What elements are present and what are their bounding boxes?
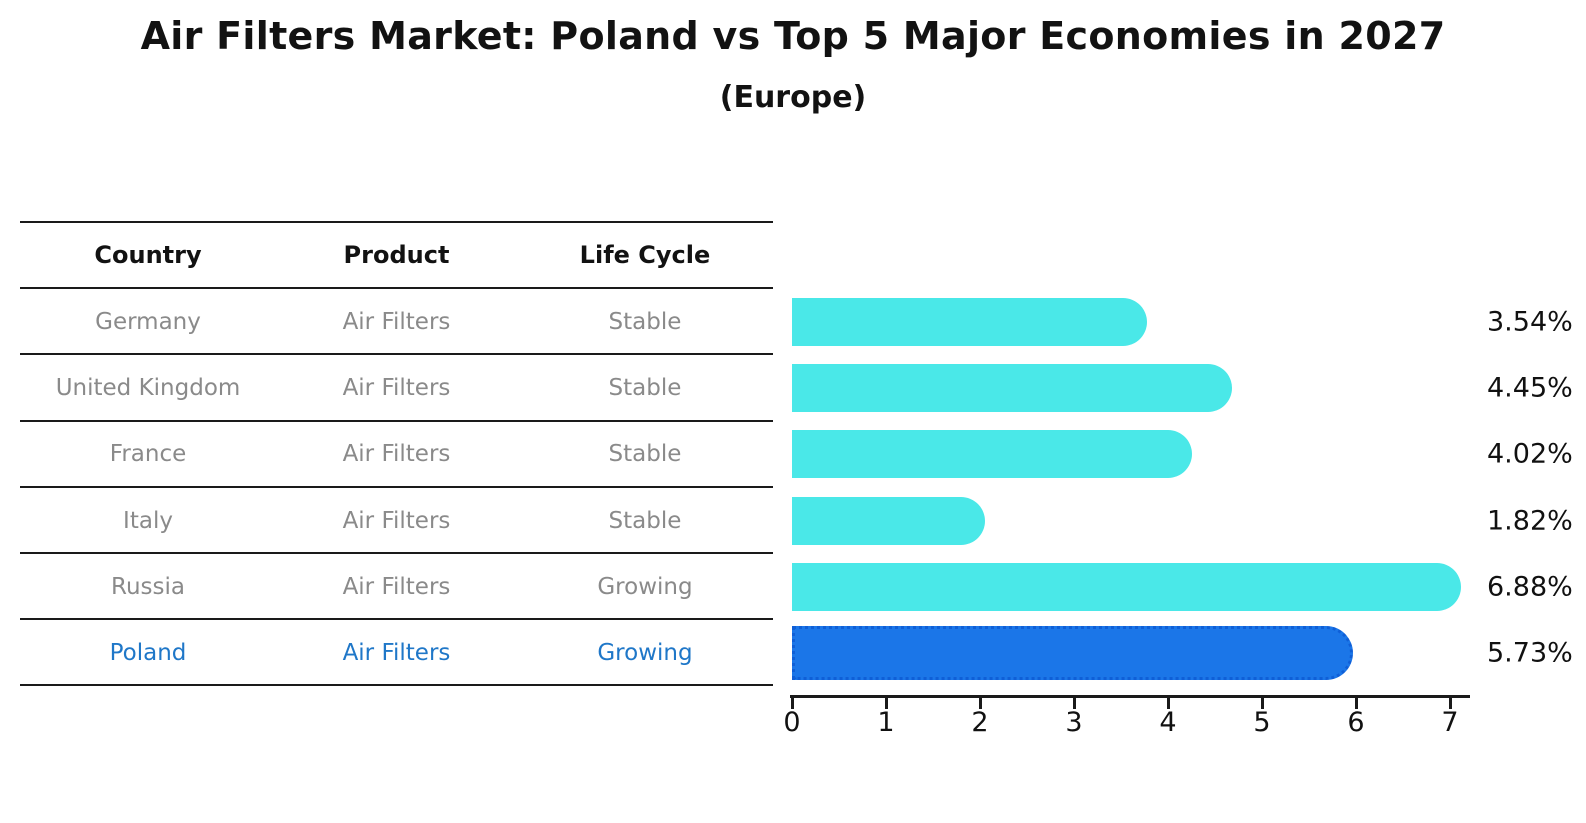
country-cell: Poland	[109, 640, 187, 666]
bar-row-italy: 1.82%	[792, 496, 1573, 545]
bar-united-kingdom	[792, 364, 1233, 413]
bar-row-poland: 5.73%	[792, 626, 1573, 680]
country-cell: Italy	[123, 507, 173, 534]
table-row-poland: Poland Air Filters Growing	[20, 620, 773, 686]
table-divider	[20, 287, 773, 290]
column-header-product: Product	[343, 241, 450, 269]
x-axis-line	[790, 695, 1470, 698]
table-divider	[20, 485, 773, 488]
table-row-france: France Air Filters Stable	[20, 421, 773, 487]
life-cycle-cell: Growing	[597, 573, 693, 600]
table-divider	[20, 221, 773, 223]
x-axis-tick-label: 3	[1065, 707, 1083, 738]
life-cycle-cell: Stable	[608, 507, 682, 534]
bar-value-label: 1.82%	[1487, 505, 1573, 537]
life-cycle-cell: Stable	[608, 375, 682, 402]
x-axis-tick-label: 6	[1347, 707, 1365, 738]
table-divider	[20, 618, 773, 621]
table-row-italy: Italy Air Filters Stable	[20, 488, 773, 554]
x-axis-tick-label: 0	[783, 707, 801, 738]
bar-germany	[792, 298, 1147, 346]
x-axis-tick-label: 2	[971, 707, 989, 738]
life-cycle-cell: Stable	[608, 441, 682, 468]
life-cycle-cell: Growing	[597, 640, 693, 666]
bar-russia	[792, 562, 1461, 611]
table-row-germany: Germany Air Filters Stable	[20, 289, 773, 355]
bar-value-label: 4.45%	[1487, 372, 1573, 404]
x-axis-tick	[885, 698, 888, 709]
table-row-united-kingdom: United Kingdom Air Filters Stable	[20, 355, 773, 421]
chart-title: Air Filters Market: Poland vs Top 5 Majo…	[140, 14, 1446, 58]
x-axis-tick-label: 5	[1253, 707, 1271, 738]
column-header-life-cycle: Life Cycle	[579, 241, 711, 269]
bar-value-label: 6.88%	[1487, 571, 1573, 603]
x-axis-tick	[979, 698, 982, 709]
bar-row-france: 4.02%	[792, 430, 1573, 479]
product-cell: Air Filters	[342, 309, 451, 335]
x-axis-tick	[791, 698, 794, 709]
bar-poland-highlighted	[792, 626, 1353, 680]
country-cell: Germany	[95, 309, 201, 335]
table-divider	[20, 419, 773, 422]
product-cell: Air Filters	[342, 573, 451, 600]
x-axis-tick	[1167, 698, 1170, 709]
table-row-russia: Russia Air Filters Growing	[20, 554, 773, 620]
bar-value-label: 4.02%	[1487, 438, 1573, 470]
bar-plot-area: 3.54% 4.45% 4.02% 1.82% 6.88% 5.73%	[792, 298, 1573, 688]
x-axis-tick	[1261, 698, 1264, 709]
country-cell: Russia	[111, 573, 185, 600]
x-axis-tick-label: 4	[1159, 707, 1177, 738]
x-axis-tick-label: 7	[1441, 707, 1459, 738]
table-divider	[20, 684, 773, 687]
country-cell: United Kingdom	[55, 375, 241, 402]
bar-italy	[792, 496, 986, 545]
bar-value-label: 5.73%	[1487, 637, 1573, 669]
bar-row-germany: 3.54%	[792, 298, 1573, 346]
table-divider	[20, 552, 773, 554]
product-cell: Air Filters	[342, 441, 451, 468]
table-divider	[20, 353, 773, 356]
bar-row-united-kingdom: 4.45%	[792, 364, 1573, 413]
life-cycle-cell: Stable	[608, 309, 682, 335]
bar-value-label: 3.54%	[1487, 306, 1573, 338]
x-axis-tick	[1073, 698, 1076, 709]
product-cell: Air Filters	[342, 640, 451, 666]
bar-row-russia: 6.88%	[792, 562, 1573, 611]
product-cell: Air Filters	[342, 375, 451, 402]
column-header-country: Country	[94, 241, 202, 269]
chart-subtitle: (Europe)	[719, 80, 867, 115]
product-cell: Air Filters	[342, 507, 451, 534]
bar-france	[792, 430, 1192, 479]
x-axis-tick	[1449, 698, 1452, 709]
table-header-row: Country Product Life Cycle	[20, 222, 773, 288]
x-axis-tick-label: 1	[877, 707, 895, 738]
country-cell: France	[109, 441, 187, 468]
x-axis-tick	[1355, 698, 1358, 709]
